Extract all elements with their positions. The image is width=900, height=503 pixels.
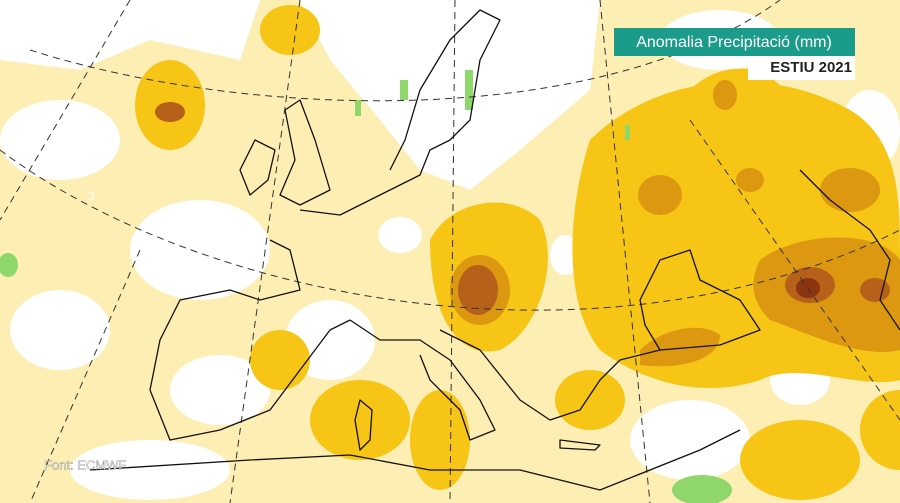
title-box	[614, 28, 855, 56]
coastlines	[89, 9, 900, 491]
map-title: Anomalia Precipitació (mm)	[636, 34, 832, 51]
source-credit: Font: ECMWF	[44, 457, 126, 472]
legend-header: Anomalia Precipitació (mm) ESTIU 2021	[614, 28, 855, 80]
subtitle-box	[748, 56, 855, 80]
map-subtitle: ESTIU 2021	[770, 59, 852, 76]
contour-label: 3	[88, 189, 95, 203]
